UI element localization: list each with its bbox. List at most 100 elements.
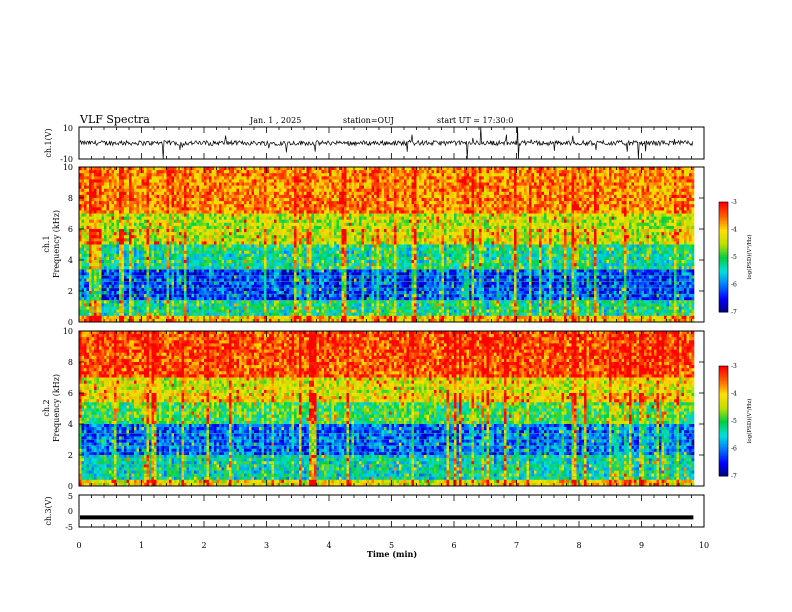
spectrogram-cell bbox=[244, 303, 247, 307]
spectrogram-cell bbox=[109, 312, 112, 317]
spectrogram-cell bbox=[246, 232, 250, 236]
spectrogram-cell bbox=[306, 297, 310, 301]
spectrogram-cell bbox=[176, 198, 180, 202]
spectrogram-cell bbox=[134, 201, 137, 205]
spectrogram-cell bbox=[309, 167, 312, 171]
spectrogram-cell bbox=[101, 213, 105, 217]
spectrogram-cell bbox=[226, 306, 230, 310]
spectrogram-cell bbox=[81, 191, 85, 196]
spectrogram-cell bbox=[294, 275, 297, 279]
spectrogram-cell bbox=[224, 188, 227, 193]
spectrogram-cell bbox=[121, 188, 125, 193]
spectrogram-cell bbox=[111, 247, 115, 251]
spectrogram-cell bbox=[204, 176, 207, 180]
spectrogram-cell bbox=[86, 281, 90, 286]
spectrogram-cell bbox=[161, 297, 165, 301]
spectrogram-cell bbox=[134, 188, 137, 193]
spectrogram-cell bbox=[281, 185, 285, 189]
spectrogram-cell bbox=[254, 176, 257, 180]
spectrogram-cell bbox=[251, 173, 255, 177]
spectrogram-cell bbox=[154, 244, 157, 248]
spectrogram-cell bbox=[286, 213, 290, 217]
spectrogram-cell bbox=[319, 241, 322, 245]
spectrogram-cell bbox=[184, 167, 187, 171]
spectrogram-cell bbox=[314, 318, 317, 323]
spectrogram-cell bbox=[191, 291, 195, 295]
spectrogram-cell bbox=[146, 291, 150, 295]
spectrogram-cell bbox=[279, 306, 282, 310]
spectrogram-cell bbox=[229, 201, 232, 205]
spectrogram-cell bbox=[99, 201, 102, 205]
spectrogram-cell bbox=[211, 269, 215, 273]
spectrogram-cell bbox=[236, 269, 240, 273]
spectrogram-cell bbox=[156, 207, 160, 211]
spectrogram-cell bbox=[301, 263, 305, 267]
spectrogram-cell bbox=[321, 281, 325, 286]
spectrogram-cell bbox=[189, 167, 192, 171]
spectrogram-cell bbox=[209, 269, 212, 273]
spectrogram-cell bbox=[246, 306, 250, 310]
spectrogram-cell bbox=[236, 201, 240, 205]
spectrogram-cell bbox=[186, 266, 190, 270]
spectrogram-cell bbox=[269, 253, 272, 258]
spectrogram-cell bbox=[301, 225, 305, 230]
spectrogram-cell bbox=[209, 266, 212, 270]
spectrogram-cell bbox=[109, 291, 112, 295]
spectrogram-cell bbox=[94, 235, 97, 239]
spectrogram-cell bbox=[311, 275, 315, 279]
spectrogram-cell bbox=[311, 263, 315, 267]
spectrogram-cell bbox=[194, 216, 197, 220]
spectrogram-cell bbox=[136, 185, 140, 189]
spectrogram-cell bbox=[224, 167, 227, 171]
spectrogram-cell bbox=[166, 167, 170, 171]
spectrogram-cell bbox=[144, 315, 147, 320]
spectrogram-cell bbox=[86, 291, 90, 295]
spectrogram-cell bbox=[191, 207, 195, 211]
spectrogram-cell bbox=[286, 275, 290, 279]
spectrogram-cell bbox=[191, 263, 195, 267]
spectrogram-cell bbox=[229, 222, 232, 227]
start-time-label: start UT = 17:30:0 bbox=[437, 116, 513, 125]
spectrogram-cell bbox=[81, 312, 85, 317]
spectrogram-cell bbox=[226, 182, 230, 186]
spectrogram-cell bbox=[216, 300, 220, 304]
spectrogram-cell bbox=[281, 229, 285, 233]
spectrogram-cell bbox=[139, 306, 142, 310]
spectrogram-cell bbox=[186, 297, 190, 301]
spectrogram-cell bbox=[206, 188, 210, 193]
spectrogram-cell bbox=[226, 284, 230, 289]
spectrogram-cell bbox=[316, 179, 320, 183]
spectrogram-cell bbox=[189, 291, 192, 295]
spectrogram-cell bbox=[199, 263, 202, 267]
spectrogram-cell bbox=[189, 303, 192, 307]
spectrogram-cell bbox=[189, 284, 192, 289]
spectrogram-cell bbox=[259, 179, 262, 183]
spectrogram-cell bbox=[176, 216, 180, 220]
spectrogram-cell bbox=[159, 194, 162, 199]
spectrogram-cell bbox=[124, 173, 127, 177]
spectrogram-cell bbox=[104, 222, 107, 227]
spectrogram-cell bbox=[101, 297, 105, 301]
spectrogram-cell bbox=[276, 173, 280, 177]
spectrogram-cell bbox=[144, 241, 147, 245]
spectrogram-cell bbox=[216, 253, 220, 258]
spectrogram-cell bbox=[179, 213, 182, 217]
spectrogram-cell bbox=[221, 216, 225, 220]
spectrogram-cell bbox=[101, 194, 105, 199]
spectrogram-cell bbox=[309, 225, 312, 230]
spectrogram-cell bbox=[166, 291, 170, 295]
spectrogram-cell bbox=[294, 291, 297, 295]
spectrogram-cell bbox=[286, 194, 290, 199]
spectrogram-cell bbox=[326, 275, 330, 279]
spectrogram-cell bbox=[116, 278, 120, 282]
spectrogram-cell bbox=[276, 303, 280, 307]
spectrogram-cell bbox=[149, 291, 152, 295]
spectrogram-cell bbox=[161, 198, 165, 202]
spectrogram-cell bbox=[291, 232, 295, 236]
spectrogram-cell bbox=[294, 238, 297, 242]
spectrogram-cell bbox=[139, 176, 142, 180]
spectrogram-cell bbox=[229, 260, 232, 264]
spectrogram-cell bbox=[281, 275, 285, 279]
spectrogram-cell bbox=[106, 204, 110, 208]
spectrogram-cell bbox=[99, 204, 102, 208]
